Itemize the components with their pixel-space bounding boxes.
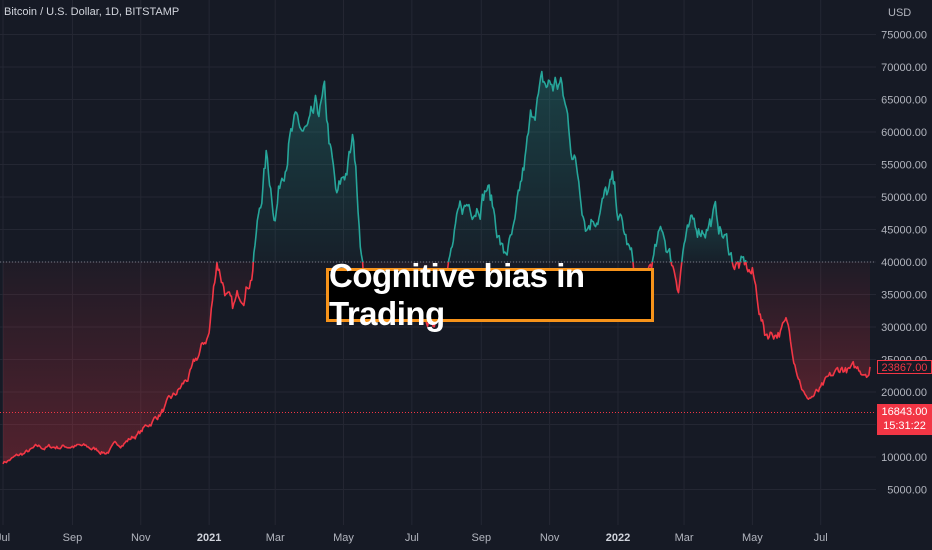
price-line-above-baseline (447, 70, 634, 263)
x-tick-label: Nov (540, 532, 560, 544)
y-tick-label: 50000.00 (881, 192, 927, 204)
price-line-above-baseline (651, 225, 672, 263)
x-tick-label: Mar (266, 532, 285, 544)
time-axis[interactable]: Jul Sep Nov 2021 Mar May Jul Sep Nov 2022 Mar May Ju… (0, 532, 828, 544)
price-line-below-baseline (2, 261, 255, 465)
x-tick-label: 2021 (197, 532, 221, 544)
currency-label: USD (888, 7, 911, 19)
price-line-below-baseline (743, 261, 747, 266)
y-tick-label: 75000.00 (881, 30, 927, 42)
y-tick-label: 30000.00 (881, 322, 927, 334)
y-tick-label: 10000.00 (881, 452, 927, 464)
x-tick-label: Sep (63, 532, 83, 544)
y-tick-label: 65000.00 (881, 95, 927, 107)
x-tick-label: May (742, 532, 763, 544)
y-tick-label: 55000.00 (881, 160, 927, 172)
price-area-above-baseline (652, 226, 672, 262)
x-tick-label: Sep (472, 532, 492, 544)
price-line-above-baseline (252, 80, 364, 263)
y-tick-label: 40000.00 (881, 257, 927, 269)
price-line-below-baseline (670, 261, 683, 294)
y-tick-label: 20000.00 (881, 387, 927, 399)
y-tick-label: 35000.00 (881, 290, 927, 302)
y-tick-label: 60000.00 (881, 127, 927, 139)
x-tick-label: Nov (131, 532, 151, 544)
price-area-above-baseline (448, 71, 633, 262)
x-tick-label: Jul (405, 532, 419, 544)
title-banner: Cognitive bias in Trading (326, 257, 654, 332)
price-area-above-baseline (253, 81, 363, 262)
baseline-price-value: 16843.00 (881, 406, 928, 418)
price-line-above-baseline (744, 259, 747, 263)
current-price-tag: 23867.00 (877, 360, 932, 374)
y-tick-label: 5000.00 (887, 485, 927, 497)
countdown-timer: 15:31:22 (883, 420, 926, 432)
price-area-below-baseline (745, 262, 870, 400)
price-area-below-baseline (3, 262, 254, 464)
price-line-above-baseline (681, 200, 733, 263)
x-tick-label: Jul (814, 532, 828, 544)
price-line-above-baseline (739, 255, 745, 263)
price-area-above-baseline (681, 201, 733, 262)
price-line-below-baseline (745, 261, 871, 400)
x-tick-label: May (333, 532, 354, 544)
x-tick-label: 2022 (606, 532, 630, 544)
price-line-below-baseline (737, 261, 741, 269)
x-tick-label: Mar (675, 532, 694, 544)
x-tick-label: Jul (0, 532, 10, 544)
symbol-title: Bitcoin / U.S. Dollar, 1D, BITSTAMP (4, 6, 180, 18)
y-tick-label: 45000.00 (881, 225, 927, 237)
price-line-below-baseline (731, 261, 739, 271)
baseline-price-tag: 16843.00 15:31:22 (877, 404, 932, 435)
y-tick-label: 70000.00 (881, 62, 927, 74)
